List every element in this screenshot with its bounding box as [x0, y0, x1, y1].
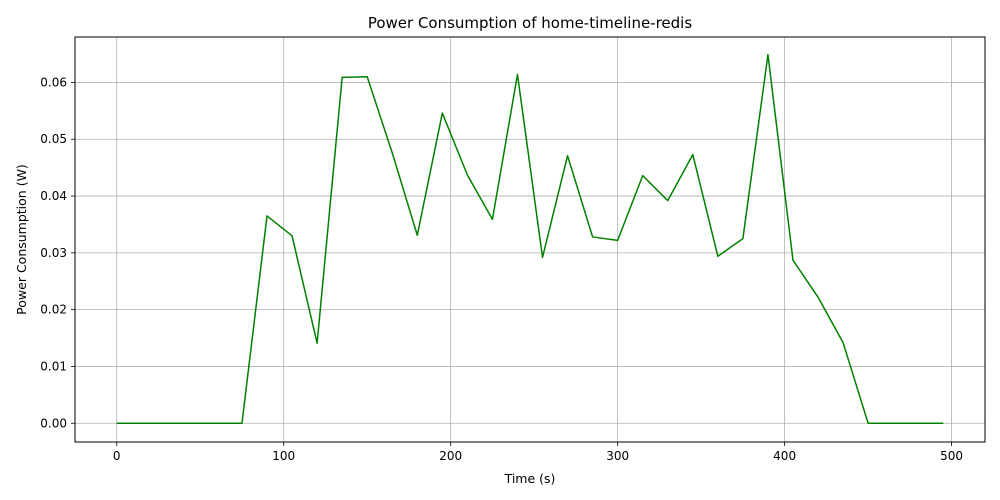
- y-tick-label: 0.05: [40, 132, 67, 146]
- x-tick-label: 300: [606, 449, 629, 463]
- y-tick-label: 0.02: [40, 303, 67, 317]
- x-tick-label: 100: [272, 449, 295, 463]
- x-tick-label: 500: [940, 449, 963, 463]
- plot-frame: [74, 36, 986, 443]
- series-layer: [116, 53, 944, 425]
- y-tick-label: 0.01: [40, 359, 67, 373]
- x-axis: 0 100 200 300 400 500: [113, 442, 963, 463]
- y-tick-label: 0.06: [40, 75, 67, 89]
- series-line: [116, 53, 944, 425]
- chart-title: Power Consumption of home-timeline-redis: [368, 14, 693, 32]
- x-tick-label: 200: [439, 449, 462, 463]
- x-tick-label: 0: [113, 449, 121, 463]
- x-tick-label: 400: [773, 449, 796, 463]
- y-axis: 0.00 0.01 0.02 0.03 0.04 0.05 0.06: [40, 75, 75, 430]
- x-axis-title: Time (s): [504, 471, 556, 486]
- y-tick-label: 0.03: [40, 246, 67, 260]
- y-axis-title: Power Consumption (W): [14, 164, 29, 315]
- y-tick-label: 0.00: [40, 416, 67, 430]
- y-tick-label: 0.04: [40, 189, 67, 203]
